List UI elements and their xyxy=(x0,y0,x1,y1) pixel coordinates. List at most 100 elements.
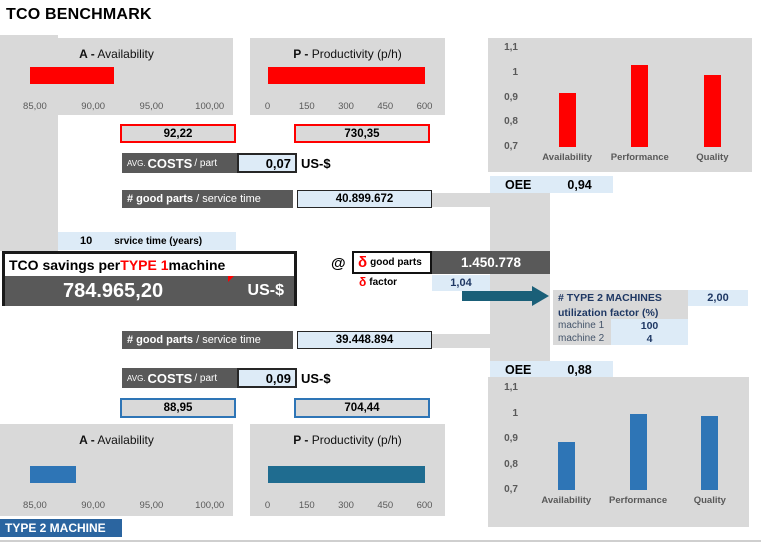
axis-tick-label: 85,00 xyxy=(23,101,47,112)
good-parts-value-type2[interactable]: 39.448.894 xyxy=(297,331,432,349)
category-label: Quality xyxy=(696,152,729,163)
gauge-bar xyxy=(30,67,115,84)
column-bar-quality xyxy=(701,416,719,490)
delta-icon: δ xyxy=(359,275,367,289)
delta-icon: δ xyxy=(358,254,368,271)
y-axis-tick-label: 0,7 xyxy=(504,484,518,495)
oee-label: OEE xyxy=(505,177,532,192)
chart-availability-type2: A - Availability 85,00 90,00 95,00 100,00 xyxy=(0,424,233,516)
y-axis-tick-label: 1,1 xyxy=(504,42,518,53)
y-axis-tick-label: 0,7 xyxy=(504,141,518,152)
gauge-bar xyxy=(267,67,425,84)
tco-amount-row: 784.965,20 US-$ xyxy=(5,276,294,306)
axis-tick-label: 150 xyxy=(298,101,315,112)
flow-arrow-icon xyxy=(462,291,533,301)
column-bar-performance xyxy=(629,413,647,490)
chart-oee-type2: 1,1 1 0,9 0,8 0,7 Availability Performance Qual… xyxy=(488,377,749,527)
chart-title: P - Productivity (p/h) xyxy=(293,47,402,61)
type2-machines-label: # TYPE 2 MACHINES xyxy=(553,290,688,306)
column-bar-performance xyxy=(631,65,649,147)
tco-savings-title: TCO savings per TYPE 1 machine xyxy=(9,257,226,273)
axis-tick-label: 0 xyxy=(264,500,271,511)
connector-vcolumn xyxy=(490,193,550,362)
axis-tick-label: 300 xyxy=(338,101,354,112)
at-symbol: @ xyxy=(331,255,346,272)
machine2-label: machine 2 xyxy=(553,332,611,345)
axis-tick-label: 300 xyxy=(338,500,354,511)
category-label: Availability xyxy=(541,495,592,506)
oee-value: 0,88 xyxy=(567,362,592,377)
avg-costs-label-type1: AVG. COSTS / part xyxy=(122,153,237,173)
chart-title: P - Productivity (p/h) xyxy=(293,433,402,447)
service-time-label: srvice time (years) xyxy=(114,235,203,247)
category-label: Performance xyxy=(609,495,668,506)
machine1-label: machine 1 xyxy=(553,319,611,332)
axis-tick-label: 90,00 xyxy=(81,101,106,112)
utilization-factor-label: utilization factor (%) xyxy=(553,306,688,319)
axis-tick-label: 450 xyxy=(377,101,394,112)
gauge-bar xyxy=(30,466,77,483)
oee-label: OEE xyxy=(505,362,532,377)
axis-tick-label: 100,00 xyxy=(195,500,225,511)
axis-tick-label: 600 xyxy=(416,500,433,511)
service-time-row: 10 srvice time (years) xyxy=(58,232,236,250)
flow-arrow-head-icon xyxy=(532,286,549,306)
availability-reading-type1: 92,22 xyxy=(120,124,236,143)
connector-hband-bottom xyxy=(424,334,550,348)
axis-tick-label: 95,00 xyxy=(139,500,164,511)
good-parts-value-type1[interactable]: 40.899.672 xyxy=(297,190,432,208)
service-time-value[interactable]: 10 xyxy=(80,235,93,247)
productivity-reading-type1: 730,35 xyxy=(294,124,430,143)
avg-costs-unit-type2: US-$ xyxy=(301,371,331,386)
chart-productivity-type2: P - Productivity (p/h) 0 150 300 450 600 xyxy=(250,424,445,516)
axis-tick-label: 85,00 xyxy=(23,500,47,511)
axis-tick-label: 450 xyxy=(377,500,394,511)
availability-reading-type2: 88,95 xyxy=(120,398,236,418)
delta-factor-value[interactable]: 1,04 xyxy=(432,275,490,291)
tco-savings-box: TCO savings per TYPE 1 machine 784.965,2… xyxy=(2,251,297,306)
tco-amount: 784.965,20 xyxy=(63,279,164,302)
y-axis-tick-label: 0,9 xyxy=(504,91,518,103)
avg-costs-unit-type1: US-$ xyxy=(301,156,331,171)
oee-value: 0,94 xyxy=(567,177,592,192)
type2-machine-tag: TYPE 2 MACHINE xyxy=(0,519,122,537)
axis-tick-label: 0 xyxy=(264,101,271,112)
page-title: TCO BENCHMARK xyxy=(6,6,152,23)
productivity-reading-type2: 704,44 xyxy=(294,398,430,418)
category-label: Quality xyxy=(693,495,726,506)
avg-costs-value-type2[interactable]: 0,09 xyxy=(237,368,297,388)
avg-costs-label-type2: AVG. COSTS / part xyxy=(122,368,237,388)
delta-factor-label: δ factor xyxy=(359,275,398,289)
avg-costs-value-type1[interactable]: 0,07 xyxy=(237,153,297,173)
bottom-divider xyxy=(0,540,761,542)
axis-tick-label: 95,00 xyxy=(139,101,164,112)
axis-tick-label: 150 xyxy=(298,500,315,511)
axis-tick-label: 90,00 xyxy=(81,500,106,511)
category-label: Performance xyxy=(610,152,669,163)
tco-unit: US-$ xyxy=(247,282,284,299)
y-axis-tick-label: 1,1 xyxy=(504,382,518,393)
chart-title: A - Availability xyxy=(79,47,154,61)
axis-tick-label: 600 xyxy=(416,101,433,112)
good-parts-label-type2: # good parts / service time xyxy=(122,331,293,349)
column-bar-availability xyxy=(557,441,575,490)
gauge-bar xyxy=(267,466,425,483)
oee-row-type1: OEE 0,94 xyxy=(490,176,613,193)
y-axis-tick-label: 1 xyxy=(512,66,518,78)
chart-productivity-type1: P - Productivity (p/h) 0 150 300 450 600 xyxy=(250,38,445,115)
column-bar-availability xyxy=(558,92,576,147)
chart-availability-type1: A - Availability 85,00 90,00 95,00 100,00 xyxy=(0,38,233,115)
column-bar-quality xyxy=(703,75,721,147)
y-axis-tick-label: 0,8 xyxy=(504,116,518,128)
y-axis-tick-label: 0,8 xyxy=(504,458,518,470)
machine2-value[interactable]: 4 xyxy=(611,332,688,345)
type2-machines-value[interactable]: 2,00 xyxy=(688,290,748,306)
comment-marker xyxy=(228,276,234,282)
y-axis-tick-label: 0,9 xyxy=(504,433,518,444)
oee-row-type2: OEE 0,88 xyxy=(490,361,613,378)
tco-type1-highlight: TYPE 1 xyxy=(120,257,169,273)
delta-good-parts-box: δ good parts xyxy=(352,251,432,274)
machine1-value[interactable]: 100 xyxy=(611,319,688,332)
y-axis-tick-label: 1 xyxy=(512,407,518,419)
